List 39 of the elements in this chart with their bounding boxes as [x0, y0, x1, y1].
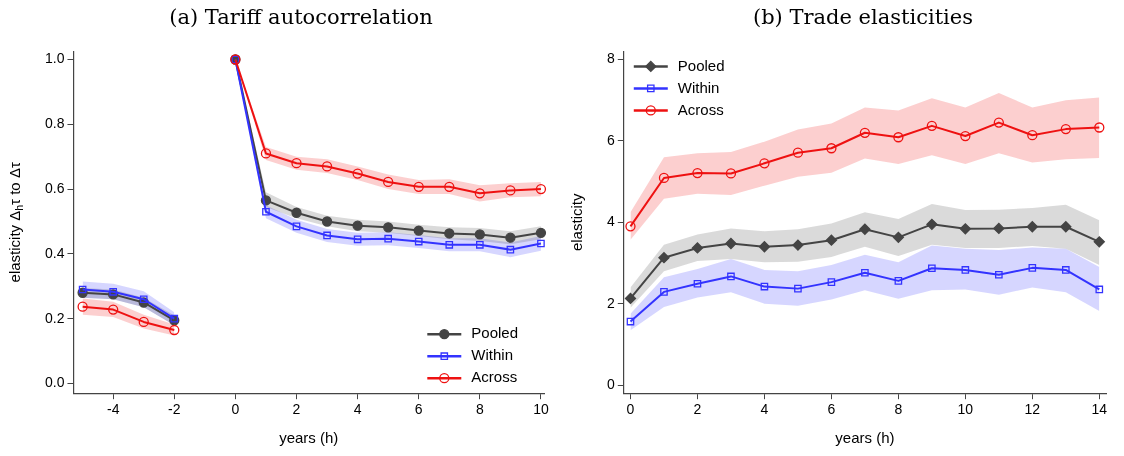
x-tick-label: 12 — [1024, 401, 1041, 418]
y-axis-title: elasticity — [568, 193, 586, 252]
y-tick-label: 1.0 — [44, 50, 65, 67]
x-axis-title: years (h) — [279, 429, 339, 447]
legend-label: Within — [471, 346, 513, 364]
y-axis-title: elasticity Δhτ to Δτ — [6, 162, 26, 283]
x-tick-label: 0 — [231, 401, 240, 418]
x-tick-label: 2 — [292, 401, 301, 418]
x-tick-label: 10 — [533, 401, 549, 418]
x-tick-label: 8 — [894, 401, 903, 418]
x-tick-label: -2 — [168, 401, 181, 418]
x-tick-label: 4 — [353, 401, 362, 418]
x-tick-label: 6 — [827, 401, 836, 418]
chart-title: (b) Trade elasticities — [751, 4, 975, 31]
legend-label: Within — [677, 78, 720, 96]
x-tick-label: 4 — [760, 401, 769, 418]
x-tick-label: 14 — [1091, 401, 1108, 418]
y-tick-label: 0.0 — [44, 374, 65, 391]
y-tick-label: 6 — [606, 131, 615, 148]
y-tick-label: 0.4 — [44, 244, 65, 261]
chart-title: (a) Tariff autocorrelation — [168, 4, 434, 31]
y-tick-label: 0.2 — [44, 309, 65, 326]
legend-label: Pooled — [677, 56, 725, 74]
y-tick-label: 2 — [606, 294, 615, 311]
x-tick-label: -4 — [106, 401, 120, 418]
x-tick-label: 8 — [475, 401, 484, 418]
x-tick-label: 2 — [693, 401, 702, 418]
x-tick-label: 6 — [414, 401, 423, 418]
y-tick-label: 0 — [606, 375, 615, 392]
legend-label: Across — [677, 100, 724, 118]
legend-label: Pooled — [471, 324, 519, 342]
y-tick-label: 4 — [606, 213, 615, 230]
y-tick-label: 0.6 — [44, 179, 65, 196]
x-tick-label: 10 — [957, 401, 974, 418]
x-tick-label: 0 — [626, 401, 635, 418]
x-axis-title: years (h) — [835, 429, 895, 447]
y-tick-label: 8 — [606, 50, 615, 67]
legend-label: Across — [471, 368, 518, 386]
y-tick-label: 0.8 — [44, 115, 65, 132]
